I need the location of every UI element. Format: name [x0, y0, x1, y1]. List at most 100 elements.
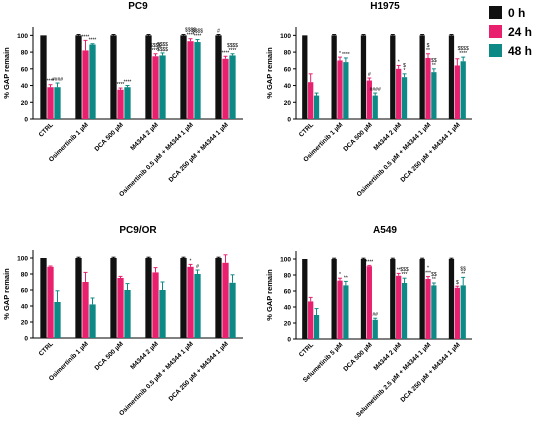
y-tick-label: 100 — [17, 33, 28, 40]
bar — [110, 35, 117, 120]
y-tick-label: 20 — [21, 100, 29, 107]
bar — [308, 301, 314, 339]
significance-mark: # — [196, 264, 199, 270]
y-tick-label: 100 — [280, 33, 291, 40]
y-tick-label: 60 — [284, 66, 292, 73]
bar — [40, 258, 47, 338]
bar — [180, 35, 187, 120]
category-label: Osimertinib 1 µM — [48, 121, 90, 163]
bar — [366, 80, 372, 119]
y-tick-label: 0 — [24, 336, 28, 343]
chart-panel: PC9% GAP remain020406080100****####CTRL*… — [2, 1, 243, 198]
bar — [194, 42, 201, 119]
legend-label: 0 h — [508, 6, 525, 20]
bar — [372, 95, 378, 119]
significance-mark: * — [339, 272, 341, 278]
legend: 0 h 24 h 48 h — [489, 6, 532, 58]
y-tick-label: 0 — [24, 117, 28, 124]
y-tick-label: 100 — [280, 257, 291, 264]
bar — [215, 35, 222, 120]
y-axis-label: % GAP remain — [265, 269, 274, 321]
category-label: DCA 500 µM — [342, 121, 373, 152]
category-label: CTRL — [38, 340, 55, 357]
significance-mark: $ — [456, 280, 459, 286]
significance-mark-line: ** — [344, 275, 348, 281]
significance-mark: $$$$ **** — [227, 43, 238, 54]
significance-mark-line: $$ — [431, 272, 437, 278]
significance-mark: * — [398, 59, 400, 65]
bar — [75, 35, 82, 120]
significance-mark: $$ ** — [460, 266, 466, 277]
significance-mark-line: * — [339, 51, 341, 57]
bar — [390, 259, 396, 339]
bar — [82, 50, 89, 119]
legend-label: 48 h — [508, 44, 532, 58]
chart-panel: PC9/OR% GAP remain020406080100CTRLOsimer… — [2, 225, 243, 417]
significance-mark: $ ** — [426, 43, 430, 54]
significance-mark-line: *** — [402, 272, 408, 278]
bar — [343, 62, 349, 119]
bar — [187, 41, 194, 119]
category-label: CTRL — [298, 121, 315, 138]
bar — [215, 258, 222, 338]
y-tick-label: 60 — [284, 289, 292, 296]
significance-mark-line: **** — [152, 48, 160, 54]
bar — [337, 60, 343, 119]
significance-mark: **** — [425, 266, 431, 277]
significance-mark-line: $ — [456, 280, 459, 286]
significance-mark: ## — [372, 312, 378, 318]
bar — [366, 266, 372, 339]
legend-swatch — [489, 25, 502, 38]
significance-mark: **** — [365, 259, 373, 265]
significance-mark-line: # — [368, 72, 371, 78]
y-axis-label: % GAP remain — [2, 47, 11, 99]
legend-swatch — [489, 6, 502, 19]
category-label: CTRL — [298, 341, 315, 358]
bar — [372, 319, 378, 339]
category-label: Osimertinib 1 µM — [48, 340, 90, 382]
significance-mark: ** — [397, 267, 401, 273]
significance-mark: $$$$ **** — [458, 46, 469, 57]
chart-title: H1975 — [370, 1, 400, 12]
bar — [331, 35, 337, 120]
significance-mark: **** — [124, 80, 132, 86]
significance-mark-line: **** — [365, 259, 373, 265]
legend-swatch — [489, 44, 502, 57]
significance-mark: # — [368, 72, 371, 78]
bar — [343, 285, 349, 339]
bar — [54, 87, 61, 119]
significance-mark-line: $$$$ — [227, 43, 238, 49]
bar — [40, 35, 47, 120]
chart-panels: PC9% GAP remain020406080100****####CTRL*… — [2, 1, 472, 419]
y-tick-label: 40 — [284, 83, 292, 90]
bar — [229, 282, 236, 338]
bar — [54, 302, 61, 338]
bar — [89, 304, 96, 338]
y-axis-label: % GAP remain — [2, 268, 11, 320]
significance-mark-line: **** — [194, 34, 202, 40]
bar — [425, 57, 431, 119]
category-label: DCA 250 µM + M4344 1 µM — [399, 121, 461, 183]
significance-mark: $$$$ **** — [192, 29, 203, 40]
y-tick-label: 0 — [287, 117, 291, 124]
y-tick-label: 40 — [21, 83, 29, 90]
significance-mark-line: # — [217, 29, 220, 35]
y-tick-label: 80 — [21, 50, 29, 57]
significance-mark-line: ** — [426, 48, 430, 54]
bar — [419, 35, 425, 120]
chart-title: PC9/OR — [119, 225, 157, 236]
significance-mark: # — [217, 29, 220, 35]
bar — [431, 285, 437, 339]
significance-mark: **** — [47, 79, 55, 85]
significance-mark-line: **** — [222, 50, 230, 56]
bar — [152, 56, 159, 119]
significance-mark-line: **** — [187, 33, 195, 39]
y-tick-label: 80 — [284, 273, 292, 280]
y-tick-label: 40 — [284, 305, 292, 312]
chart-panel: A549% GAP remain020406080100CTRL***Selum… — [265, 225, 472, 419]
bar — [431, 72, 437, 119]
bar — [89, 44, 96, 119]
significance-mark-line: * — [190, 258, 192, 264]
significance-mark: * — [190, 258, 192, 264]
